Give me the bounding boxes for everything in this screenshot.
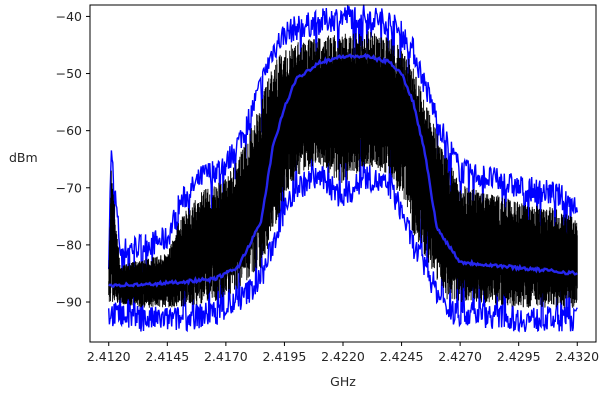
average-trace [108,52,578,288]
sweep-traces [108,31,578,308]
min-hold-trace [108,104,578,333]
y-axis: −90 −80 −70 −60 −50 −40 [56,9,90,310]
y-tick-label: −50 [56,66,82,81]
x-tick-label: 2.4320 [555,349,599,364]
x-tick-label: 2.4170 [204,349,248,364]
x-axis: 2.4120 2.4145 2.4170 2.4195 2.4220 2.4245 2.42… [87,342,599,364]
x-tick-label: 2.4220 [321,349,365,364]
y-tick-label: −60 [56,123,82,138]
y-tick-label: −80 [56,237,82,252]
x-tick-label: 2.4270 [438,349,482,364]
y-tick-label: −40 [56,9,82,24]
x-tick-label: 2.4195 [263,349,307,364]
y-tick-label: −70 [56,180,82,195]
x-axis-label: GHz [330,374,356,389]
data-layer [108,4,578,333]
x-tick-label: 2.4145 [145,349,189,364]
x-tick-label: 2.4120 [87,349,131,364]
max-hold-trace [108,4,578,301]
x-tick-label: 2.4295 [497,349,541,364]
y-tick-label: −90 [56,295,82,310]
x-tick-label: 2.4245 [380,349,424,364]
y-axis-label: dBm [9,150,38,165]
